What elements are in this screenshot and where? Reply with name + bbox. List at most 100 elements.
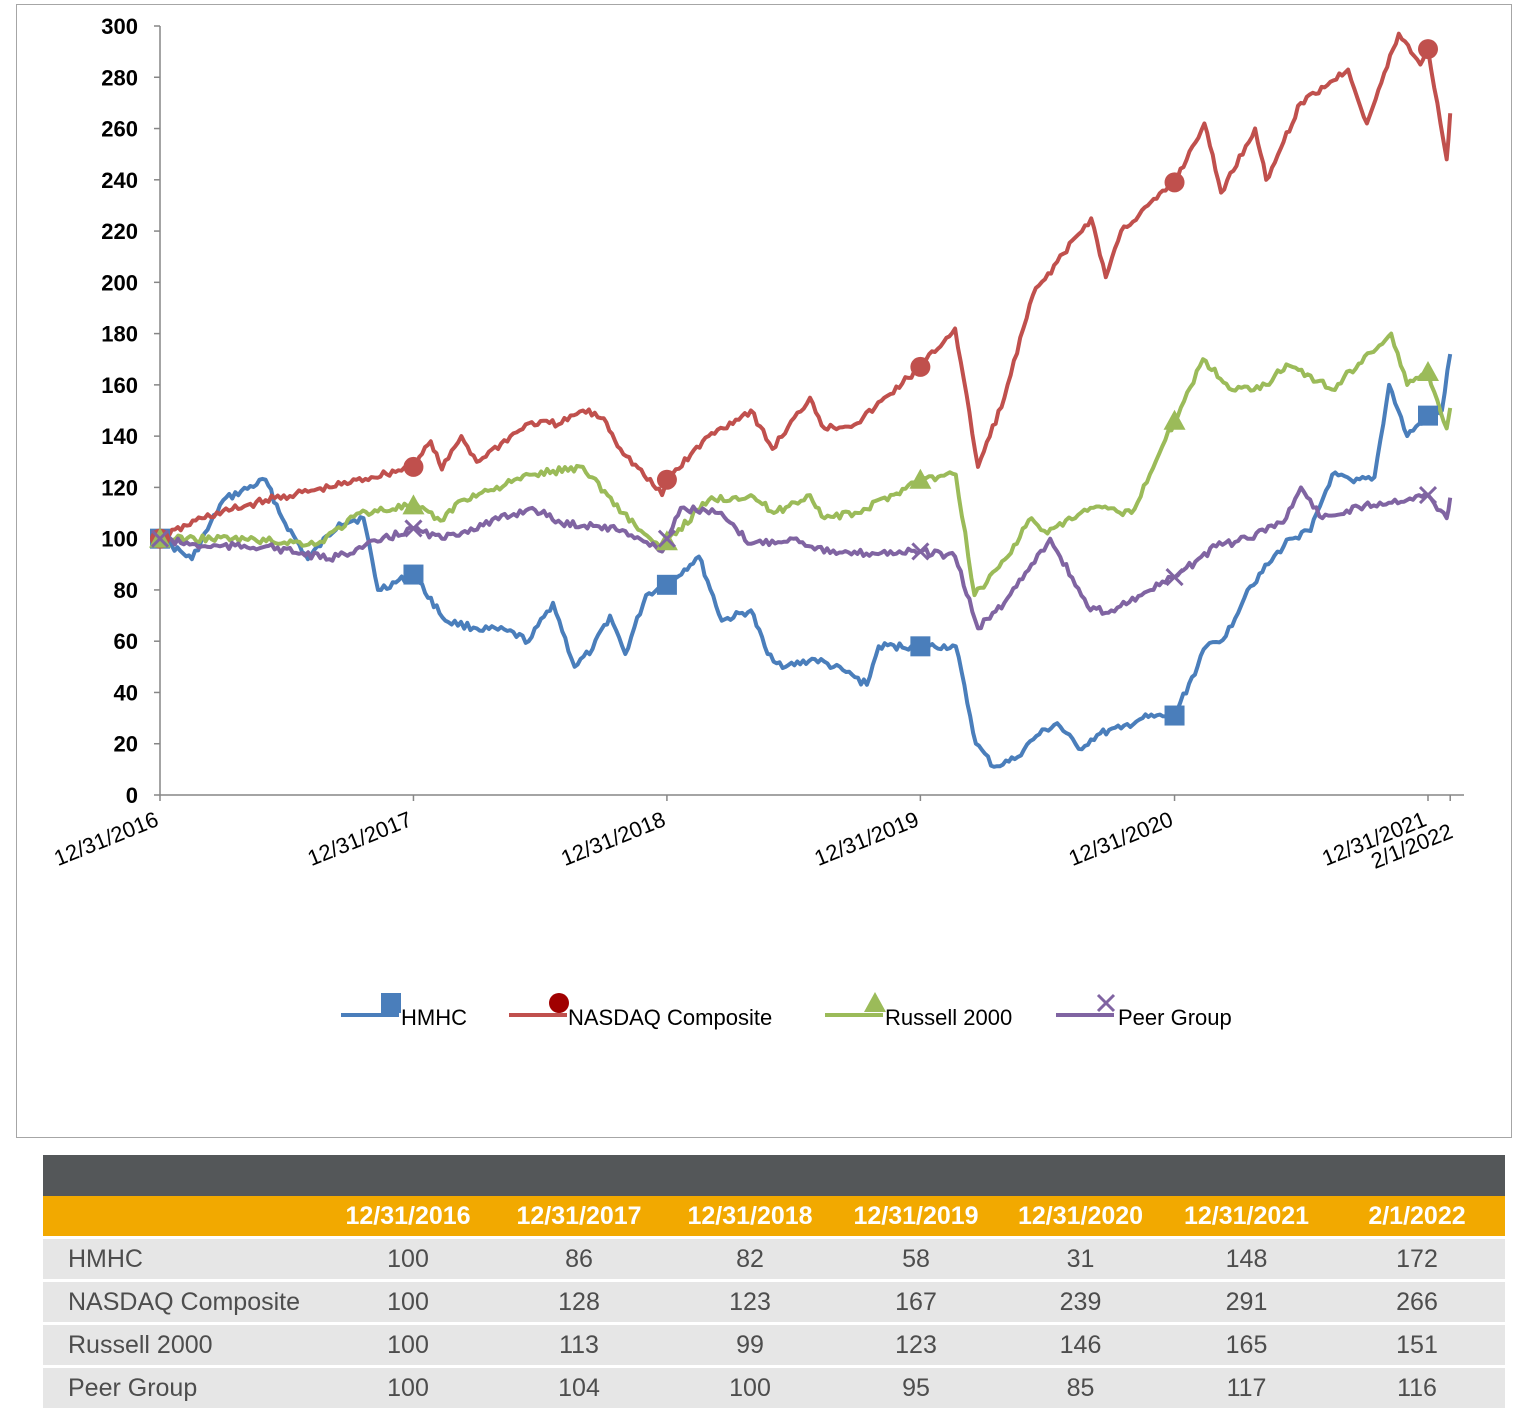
table-header-row: 12/31/2016 12/31/2017 12/31/2018 12/31/2… (43, 1196, 1505, 1238)
x-tick-label: 12/31/2019 (811, 806, 922, 870)
table-cell: 151 (1329, 1322, 1505, 1367)
series-line-peer-group (159, 485, 1453, 631)
table-cell: 165 (1164, 1322, 1329, 1367)
data-point-peer-group (1418, 486, 1438, 505)
data-point-peer-group (150, 529, 170, 548)
table-cell: 117 (1164, 1365, 1329, 1408)
table-cell: 86 (493, 1236, 665, 1281)
row-name: Peer Group (43, 1365, 323, 1408)
legend-label-peer-group: Peer Group (1118, 1005, 1232, 1030)
data-point-nasdaq-composite (910, 356, 931, 377)
legend-label-russell-2000: Russell 2000 (885, 1005, 1012, 1030)
table-top-bar (43, 1155, 1505, 1196)
data-point-hmhc (1418, 405, 1438, 426)
data-point-hmhc (910, 636, 931, 657)
data-point-russell-2000 (909, 468, 932, 489)
table-cell: 128 (493, 1279, 665, 1324)
table-cell: 100 (665, 1365, 835, 1408)
table-cell: 99 (665, 1322, 835, 1367)
table-cell: 100 (323, 1236, 493, 1281)
data-point-nasdaq-composite (1418, 39, 1438, 60)
legend-marker-hmhc (381, 993, 401, 1013)
data-point-russell-2000 (402, 494, 425, 515)
legend-marker-nasdaq-composite (549, 993, 569, 1013)
table-cell: 266 (1329, 1279, 1505, 1324)
header-cell-2021: 12/31/2021 (1164, 1196, 1329, 1238)
legend-marker-peer-group (1096, 993, 1116, 1013)
row-name: Russell 2000 (43, 1322, 323, 1367)
y-tick-label: 200 (101, 270, 138, 295)
data-point-nasdaq-composite (1164, 172, 1185, 193)
header-cell-blank (43, 1196, 323, 1238)
data-point-nasdaq-composite (656, 469, 677, 490)
table-cell: 123 (665, 1279, 835, 1324)
table-cell: 148 (1164, 1236, 1329, 1281)
table-cell: 123 (835, 1322, 997, 1367)
data-point-peer-group (911, 542, 930, 561)
table-cell: 167 (835, 1279, 997, 1324)
table-cell: 104 (493, 1365, 665, 1408)
table-row: HMHC 100 86 82 58 31 148 172 (43, 1236, 1505, 1281)
y-tick-label: 220 (101, 219, 138, 244)
chart-frame: 0 20 40 60 80 100 120 140 160 180 200 220 240 260 280 3… (16, 4, 1512, 1138)
header-cell-2017: 12/31/2017 (493, 1196, 665, 1238)
header-cell-2022: 2/1/2022 (1329, 1196, 1505, 1238)
table-top-bar-cell (43, 1155, 1505, 1196)
header-cell-2019: 12/31/2019 (835, 1196, 997, 1238)
y-tick-label: 140 (101, 424, 138, 449)
header-cell-2016: 12/31/2016 (323, 1196, 493, 1238)
header-cell-2020: 12/31/2020 (997, 1196, 1164, 1238)
table-cell: 100 (323, 1322, 493, 1367)
table-cell: 58 (835, 1236, 997, 1281)
y-tick-label: 240 (101, 168, 138, 193)
x-tick-label: 12/31/2016 (50, 806, 161, 870)
y-tick-label: 100 (101, 527, 138, 552)
y-tick-label: 300 (101, 14, 138, 39)
table-row: Russell 2000 100 113 99 123 146 165 151 (43, 1322, 1505, 1367)
y-tick-label: 60 (114, 629, 138, 654)
table-cell: 239 (997, 1279, 1164, 1324)
table-cell: 31 (997, 1236, 1164, 1281)
table-cell: 100 (323, 1365, 493, 1408)
table-cell: 100 (323, 1279, 493, 1324)
y-tick-label: 0 (126, 783, 138, 808)
row-name: HMHC (43, 1236, 323, 1281)
y-tick-label: 80 (114, 578, 138, 603)
y-tick-label: 260 (101, 117, 138, 142)
table-cell: 82 (665, 1236, 835, 1281)
y-tick-label: 20 (114, 732, 138, 757)
x-tick-label: 12/31/2020 (1065, 806, 1176, 870)
y-tick-label: 40 (114, 680, 138, 705)
data-point-peer-group (657, 529, 676, 548)
x-tick-label: 12/31/2017 (304, 806, 415, 870)
line-chart: 0 20 40 60 80 100 120 140 160 180 200 220 240 260 280 3… (50, 14, 1464, 1030)
legend-marker-russell-2000 (864, 992, 886, 1012)
y-tick-label: 160 (101, 373, 138, 398)
data-point-hmhc (1164, 705, 1185, 726)
y-tick-label: 120 (101, 475, 138, 500)
legend-label-nasdaq-composite: NASDAQ Composite (568, 1005, 772, 1030)
table-cell: 146 (997, 1322, 1164, 1367)
series-line-hmhc (158, 353, 1453, 769)
table-cell: 85 (997, 1365, 1164, 1408)
table-cell: 95 (835, 1365, 997, 1408)
table-cell: 291 (1164, 1279, 1329, 1324)
table-row: Peer Group 100 104 100 95 85 117 116 (43, 1365, 1505, 1408)
data-point-hmhc (403, 564, 424, 585)
table-cell: 113 (493, 1322, 665, 1367)
performance-table: 12/31/2016 12/31/2017 12/31/2018 12/31/2… (43, 1155, 1505, 1408)
header-cell-2018: 12/31/2018 (665, 1196, 835, 1238)
legend-label-hmhc: HMHC (401, 1005, 467, 1030)
y-tick-label: 280 (101, 65, 138, 90)
data-point-russell-2000 (1163, 409, 1186, 430)
series-line-russell-2000 (159, 331, 1453, 598)
data-point-nasdaq-composite (403, 456, 424, 477)
y-tick-label: 180 (101, 322, 138, 347)
data-point-hmhc (656, 574, 677, 595)
table-row: NASDAQ Composite 100 128 123 167 239 291… (43, 1279, 1505, 1324)
row-name: NASDAQ Composite (43, 1279, 323, 1324)
x-tick-label: 12/31/2018 (557, 806, 668, 870)
series-line-nasdaq-composite (158, 31, 1453, 541)
table-cell: 116 (1329, 1365, 1505, 1408)
data-point-russell-2000 (1417, 361, 1439, 382)
